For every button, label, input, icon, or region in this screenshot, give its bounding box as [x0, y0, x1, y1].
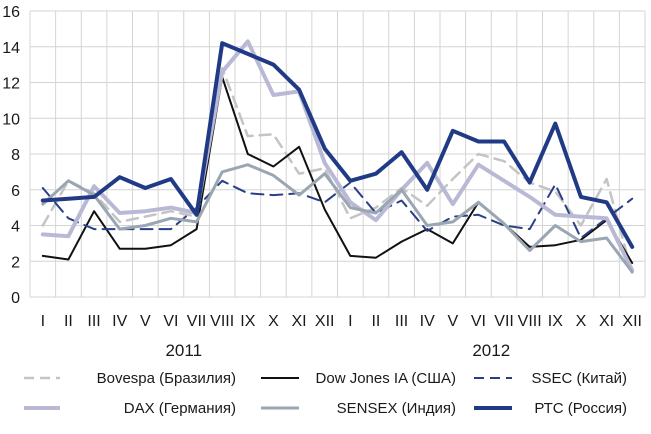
y-tick-label: 6 — [11, 183, 20, 200]
x-tick-label: VI — [163, 313, 178, 330]
x-tick-label: III — [395, 313, 408, 330]
x-tick-label: I — [348, 313, 352, 330]
legend-label-4: SENSEX (Индия) — [337, 400, 456, 417]
x-tick-label: X — [576, 313, 587, 330]
x-tick-label: IX — [240, 313, 255, 330]
series-line-4 — [41, 163, 634, 274]
x-axis-ticks: I II III IV V VI VII VIII IX X XI XII I II III IV V VI VII… — [41, 313, 642, 330]
x-tick-label: VII — [187, 313, 207, 330]
y-tick-label: 4 — [11, 219, 20, 236]
grid — [29, 10, 646, 298]
x-tick-label: IX — [548, 313, 563, 330]
x-tick-label: IV — [420, 313, 435, 330]
x-tick-label: XII — [622, 313, 642, 330]
legend-label-1: Dow Jones IA (США) — [316, 370, 456, 387]
x-tick-label: II — [64, 313, 73, 330]
series-line-3 — [40, 39, 635, 273]
x-tick-label: I — [41, 313, 45, 330]
x-tick-label: XI — [292, 313, 307, 330]
x-tick-label: V — [140, 313, 151, 330]
x-tick-label: VIII — [210, 313, 234, 330]
y-tick-label: 10 — [2, 111, 20, 128]
y-tick-label: 12 — [2, 76, 20, 93]
y-axis-ticks: 0 2 4 6 8 10 12 14 16 — [2, 4, 20, 307]
x-tick-label: XI — [599, 313, 614, 330]
legend: Bovespa (Бразилия) Dow Jones IA (США) SSEC… — [24, 370, 627, 417]
series-line-2 — [41, 179, 634, 239]
x-tick-label: II — [371, 313, 380, 330]
x-tick-label: VI — [471, 313, 486, 330]
x-tick-label: III — [87, 313, 100, 330]
y-tick-label: 8 — [11, 147, 20, 164]
year-labels: 2011 2012 — [165, 341, 510, 360]
series-lines — [40, 39, 635, 276]
series-line-0 — [41, 66, 634, 276]
x-tick-label: V — [447, 313, 458, 330]
year-label: 2012 — [472, 341, 510, 360]
x-tick-label: IV — [112, 313, 127, 330]
year-label: 2011 — [165, 341, 202, 360]
legend-label-0: Bovespa (Бразилия) — [97, 370, 236, 387]
x-tick-label: XII — [315, 313, 335, 330]
y-tick-label: 0 — [11, 290, 20, 307]
x-tick-label: VII — [494, 313, 514, 330]
x-tick-label: X — [268, 313, 279, 330]
legend-label-5: РТС (Россия) — [534, 400, 627, 417]
series-line-5 — [40, 41, 635, 249]
y-tick-label: 16 — [2, 4, 20, 21]
legend-label-3: DAX (Германия) — [124, 400, 236, 417]
y-tick-label: 2 — [11, 254, 20, 271]
y-tick-label: 14 — [2, 40, 20, 57]
legend-label-2: SSEC (Китай) — [531, 370, 627, 387]
x-tick-label: VIII — [518, 313, 542, 330]
